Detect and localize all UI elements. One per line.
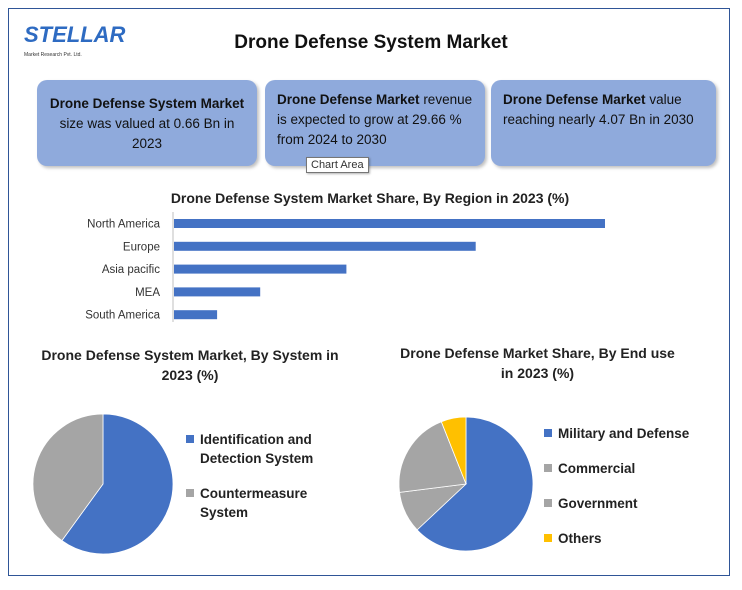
- chart-area-tooltip: Chart Area: [306, 157, 369, 173]
- legend-swatch-gray: [544, 499, 552, 507]
- stellar-logo: STELLAR Market Research Pvt. Ltd.: [18, 20, 125, 66]
- legend-swatch-blue: [544, 429, 552, 437]
- legend-item-identification: Identification and Detection System: [186, 430, 346, 468]
- bar-south-america[interactable]: [174, 310, 218, 320]
- legend-label: Others: [558, 531, 602, 546]
- card-3-text: value reaching nearly 4.07 Bn in 2030: [503, 92, 694, 127]
- system-chart-title: Drone Defense System Market, By System i…: [41, 347, 339, 383]
- legend-item-countermeasure: Countermeasure System: [186, 484, 346, 522]
- legend-item-military: Military and Defense: [544, 424, 724, 443]
- bar-tick-label: Europe: [123, 241, 160, 253]
- legend-swatch-gray: [186, 489, 194, 497]
- legend-item-others: Others: [544, 529, 724, 548]
- card-1-text: size was valued at 0.66 Bn in 2023: [59, 116, 235, 151]
- bar-mea[interactable]: [174, 287, 261, 297]
- enduse-pie-chart[interactable]: [390, 408, 540, 558]
- bar-asia-pacific[interactable]: [174, 264, 347, 274]
- legend-label: Commercial: [558, 461, 636, 476]
- card-2-text: revenue is expected to grow at 29.66 % f…: [277, 92, 473, 147]
- pie-slice-others[interactable]: [440, 416, 467, 485]
- enduse-chart-title: Drone Defense Market Share, By End use i…: [400, 345, 675, 381]
- legend-swatch-blue: [186, 435, 194, 443]
- enduse-legend: Military and Defense Commercial Governme…: [544, 424, 724, 564]
- pie-slice-military-and-defense[interactable]: [416, 416, 534, 552]
- pie-slice-countermeasure-system[interactable]: [32, 413, 104, 542]
- legend-swatch-gray: [544, 464, 552, 472]
- pie-slice-government[interactable]: [398, 421, 467, 493]
- forecast-card: Drone Defense Market value reaching near…: [491, 80, 716, 166]
- system-legend: Identification and Detection System Coun…: [186, 430, 346, 538]
- region-bar-chart[interactable]: North America Europe Asia pacific MEA South …: [0, 210, 742, 325]
- card-2-bold: Drone Defense Market: [277, 92, 420, 107]
- bar-tick-label: Asia pacific: [102, 264, 160, 276]
- market-size-card: Drone Defense System Market size was val…: [37, 80, 257, 166]
- card-1-bold: Drone Defense System Market: [49, 96, 245, 111]
- legend-item-commercial: Commercial: [544, 459, 724, 478]
- system-pie-chart[interactable]: [20, 400, 190, 570]
- growth-card: Drone Defense Market revenue is expected…: [265, 80, 485, 166]
- legend-swatch-yellow: [544, 534, 552, 542]
- legend-label: Government: [558, 496, 638, 511]
- region-chart-title: Drone Defense System Market Share, By Re…: [170, 190, 570, 206]
- legend-label: Countermeasure System: [200, 486, 308, 520]
- legend-label: Military and Defense: [558, 426, 690, 441]
- card-3-bold: Drone Defense Market: [503, 92, 646, 107]
- bar-north-america[interactable]: [174, 219, 605, 228]
- page-title: Drone Defense System Market: [234, 32, 508, 53]
- bar-tick-label: North America: [87, 219, 160, 231]
- bar-tick-label: MEA: [135, 287, 160, 299]
- bar-europe[interactable]: [174, 241, 476, 251]
- bar-tick-label: South America: [85, 310, 160, 322]
- logo-subtitle: Market Research Pvt. Ltd.: [24, 52, 82, 58]
- pie-slice-identification-and-detection-system[interactable]: [61, 413, 174, 555]
- logo-wordmark: STELLAR: [24, 22, 126, 47]
- legend-item-government: Government: [544, 494, 724, 513]
- legend-label: Identification and Detection System: [200, 432, 314, 466]
